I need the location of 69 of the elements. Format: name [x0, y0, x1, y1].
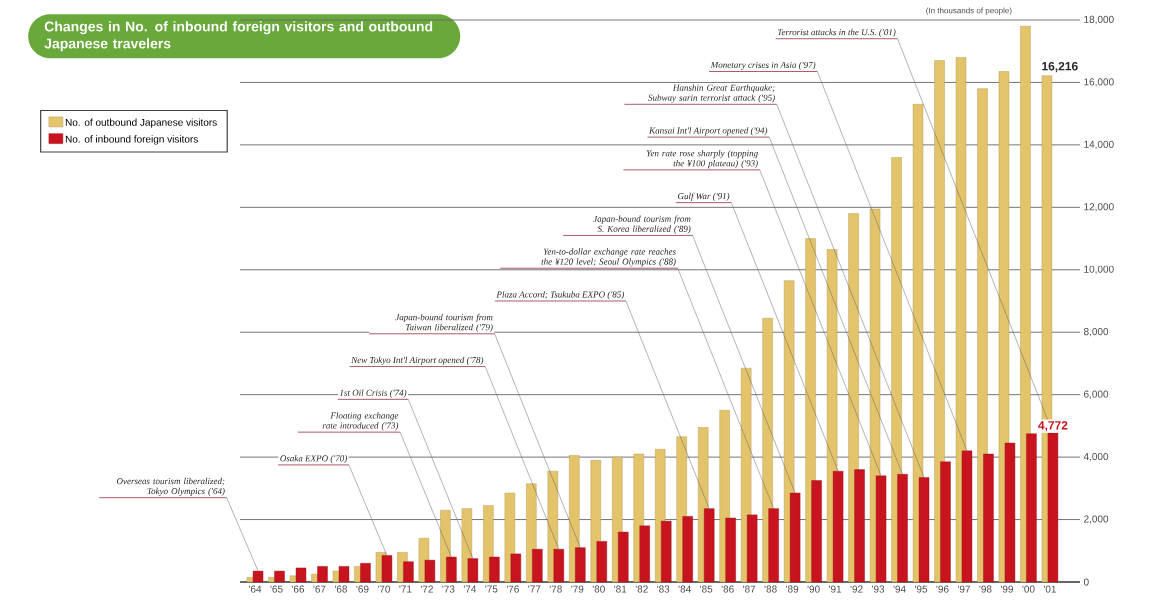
- x-tick-label: '72: [420, 585, 433, 593]
- y-tick-label: 2,000: [1084, 515, 1109, 524]
- x-tick-label: '82: [635, 585, 648, 593]
- y-tick-label: 12,000: [1084, 203, 1114, 212]
- annotation: Terrorist attacks in the U.S. ('01): [777, 28, 896, 38]
- annotation: Plaza Accord; Tsukuba EXPO ('85): [496, 291, 624, 300]
- x-tick-label: '67: [313, 585, 326, 593]
- x-tick-label: '71: [399, 585, 412, 593]
- x-tick-label: '98: [979, 585, 992, 593]
- annotation: Hanshin Great Earthquake; Subway sarin terrorist attack ('95): [648, 84, 775, 103]
- x-tick-label: '65: [270, 585, 283, 593]
- legend-label: No. of inbound foreign visitors: [65, 135, 198, 145]
- x-tick-label: '87: [743, 585, 756, 593]
- x-tick-label: '85: [700, 585, 713, 593]
- x-tick-label: '97: [957, 585, 971, 593]
- annotation: New Tokyo Int'l Airport opened ('78): [351, 356, 484, 365]
- x-tick-label: '68: [334, 585, 348, 593]
- annotation: Yen rate rose sharply (topping the ¥100 plateau) ('93): [646, 150, 758, 169]
- x-tick-label: '93: [872, 585, 885, 593]
- x-tick-label: '89: [786, 585, 799, 593]
- y-tick-label: 8,000: [1083, 328, 1109, 337]
- x-tick-label: '76: [506, 585, 519, 593]
- y-tick-label: 6,000: [1084, 390, 1109, 399]
- x-tick-label: '81: [614, 585, 627, 593]
- text: Changes in No. of inbound foreign visitors and outbound Japanese travelers: [44, 21, 433, 52]
- x-tick-label: '90: [807, 585, 820, 593]
- annotation: Gulf War ('91): [678, 192, 730, 201]
- y-tick-label: 4,000: [1083, 452, 1109, 462]
- y-tick-label: 16,000: [1084, 78, 1114, 87]
- data-label: 4,772: [1038, 421, 1068, 432]
- x-tick-label: '86: [721, 585, 734, 593]
- x-tick-label: '92: [850, 585, 863, 593]
- annotation: 1st Oil Crisis ('74): [339, 389, 407, 398]
- x-tick-label: '69: [356, 585, 369, 593]
- x-tick-label: '74: [463, 585, 477, 593]
- x-tick-label: '01: [1043, 585, 1056, 593]
- x-tick-label: '00: [1022, 585, 1035, 593]
- x-tick-label: '95: [915, 585, 928, 593]
- x-tick-label: '83: [657, 585, 670, 593]
- x-tick-label: '79: [571, 585, 584, 593]
- annotation: Monetary crises in Asia ('97): [710, 61, 816, 70]
- annotation: Floating exchange rate introduced ('73): [322, 412, 399, 431]
- annotation: Osaka EXPO ('70): [280, 455, 347, 464]
- annotation: Japan-bound tourism from S. Korea liberalized ('89): [593, 215, 691, 234]
- x-tick-label: '70: [377, 585, 391, 593]
- y-tick-label: 10,000: [1084, 265, 1114, 274]
- x-tick-label: '84: [678, 585, 691, 593]
- x-tick-label: '88: [764, 585, 777, 593]
- x-tick-label: '64: [249, 585, 262, 593]
- y-tick-label: 18,000: [1084, 15, 1114, 25]
- x-tick-label: '94: [893, 585, 906, 593]
- x-tick-label: '99: [1000, 585, 1014, 593]
- x-tick-label: '80: [592, 585, 605, 593]
- y-tick-label: 14,000: [1084, 140, 1114, 150]
- x-tick-label: '66: [291, 585, 305, 593]
- annotation: Japan-bound tourism from Taiwan liberalized ('79): [395, 313, 493, 333]
- annotation: Kansai Int'l Airport opened ('94): [649, 127, 768, 136]
- y-tick-label: 0: [1083, 578, 1089, 586]
- x-tick-label: '91: [829, 585, 842, 593]
- x-tick-label: '96: [936, 585, 949, 593]
- x-tick-label: '78: [549, 585, 562, 593]
- x-tick-label: '77: [528, 585, 541, 593]
- data-label: 16,216: [1042, 61, 1078, 73]
- legend-label: No. of outbound Japanese visitors: [65, 118, 217, 128]
- x-tick-label: '73: [442, 585, 455, 593]
- text: (In thousands of people): [926, 7, 1012, 15]
- annotation: Overseas tourism liberalized; Tokyo Olympics ('64): [116, 477, 225, 496]
- x-tick-label: '75: [485, 585, 498, 593]
- annotation: Yen-to-dollar exchange rate reaches the ¥120 level; Seoul Olympics ('88): [541, 248, 676, 267]
